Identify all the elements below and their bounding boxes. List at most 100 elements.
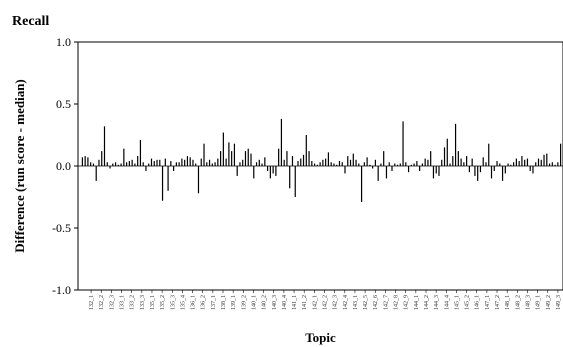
bar	[535, 162, 537, 166]
bar	[156, 159, 158, 166]
bar	[175, 162, 177, 166]
x-tick-label: 142_1	[312, 295, 318, 310]
bar	[554, 164, 556, 166]
bar	[302, 154, 305, 166]
bar	[446, 138, 448, 166]
x-tick-label: 147_2	[495, 295, 501, 310]
bar	[405, 162, 407, 166]
bar	[488, 143, 490, 166]
x-tick-label: 140_4	[282, 295, 288, 310]
bar	[200, 158, 202, 166]
bar	[457, 151, 459, 166]
bar	[344, 166, 346, 174]
bar	[275, 166, 277, 176]
bar	[186, 156, 189, 166]
bar	[413, 163, 415, 166]
bar	[438, 166, 440, 176]
x-tick-label: 141_1	[292, 295, 298, 310]
x-tick-label: 144_4	[444, 295, 450, 310]
x-tick-label: 141_2	[302, 295, 308, 310]
bar	[92, 163, 95, 166]
bar	[253, 166, 255, 179]
bar	[355, 159, 357, 166]
bar	[322, 159, 324, 166]
bar	[278, 148, 280, 166]
bar	[443, 147, 446, 166]
bar	[548, 163, 551, 166]
bar	[333, 163, 335, 166]
bar	[195, 163, 197, 166]
bar	[300, 158, 302, 166]
y-tick-label: 1.0	[56, 35, 71, 49]
bar	[145, 166, 147, 171]
x-tick-label: 142_4	[343, 295, 349, 310]
bar	[87, 157, 89, 166]
bar	[297, 161, 299, 166]
bar	[272, 166, 274, 174]
bar	[291, 156, 294, 166]
bar	[366, 157, 368, 166]
bar	[84, 156, 86, 166]
bar	[153, 161, 155, 166]
bar	[490, 166, 493, 179]
bar	[374, 159, 377, 166]
bar	[208, 159, 211, 166]
bar	[496, 161, 498, 166]
bar	[123, 148, 125, 166]
x-axis-title: Topic	[305, 330, 336, 345]
bar	[222, 132, 224, 166]
bar	[231, 151, 233, 166]
x-tick-label: 135_3	[170, 295, 176, 310]
bar	[394, 163, 396, 166]
x-tick-label: 142_9	[404, 295, 410, 310]
bar	[485, 162, 487, 166]
bar	[109, 166, 111, 169]
bar	[507, 163, 509, 166]
bar	[330, 162, 332, 166]
bar	[247, 148, 249, 166]
x-tick-label: 140_2	[262, 295, 268, 310]
x-tick-label: 148_3	[525, 295, 531, 310]
bar	[383, 151, 385, 166]
x-tick-label: 144_2	[424, 295, 430, 310]
x-tick-label: 135_2	[160, 295, 166, 310]
x-tick-label: 133_3	[140, 295, 146, 310]
bar	[255, 162, 258, 166]
bar	[518, 161, 520, 166]
bar	[460, 158, 462, 166]
x-tick-label: 144_1	[414, 295, 420, 310]
bar	[432, 166, 435, 179]
bar	[294, 166, 296, 197]
x-ticks: 132_1 132_2 132_3 133_1 133_2 133_3 135_1 135_2…	[89, 290, 562, 310]
bar	[95, 166, 97, 181]
bar	[266, 166, 269, 171]
bar	[377, 166, 379, 181]
bar	[206, 162, 208, 166]
bar	[134, 163, 136, 166]
bar	[244, 151, 247, 166]
bar	[537, 158, 540, 166]
bar	[479, 166, 482, 173]
x-tick-label: 148_2	[515, 295, 521, 310]
bar	[101, 151, 103, 166]
bar	[347, 156, 349, 166]
bar	[463, 162, 465, 166]
bar	[546, 153, 548, 166]
bar	[173, 166, 175, 171]
bar	[192, 159, 194, 166]
bar	[305, 135, 307, 166]
bar	[211, 163, 213, 166]
bar	[435, 166, 437, 174]
y-tick-label: -1.0	[52, 283, 71, 297]
bar	[139, 139, 142, 166]
x-tick-label: 148_1	[505, 295, 511, 310]
x-tick-label: 143_1	[353, 295, 359, 310]
bar	[148, 163, 150, 166]
x-tick-label: 132_1	[89, 295, 95, 310]
bar	[372, 166, 374, 169]
bar	[137, 156, 139, 166]
bar	[131, 159, 133, 166]
bar	[170, 161, 172, 166]
bar	[341, 162, 343, 166]
x-tick-label: 139_2	[241, 295, 247, 310]
